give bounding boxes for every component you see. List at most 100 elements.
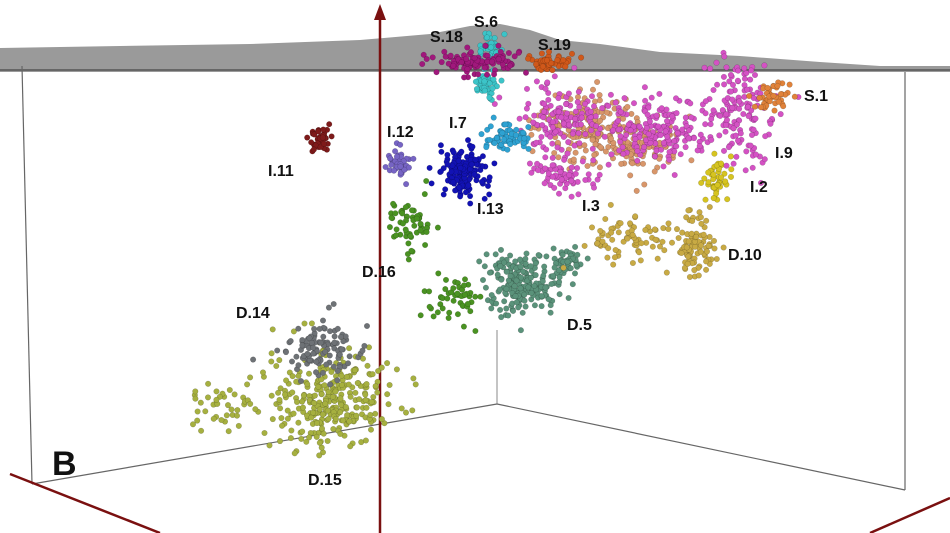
data-point <box>705 179 712 186</box>
data-point <box>225 428 232 435</box>
data-point <box>231 391 238 398</box>
data-point <box>472 293 479 300</box>
data-point <box>564 150 571 157</box>
scatter-points <box>189 30 802 459</box>
data-point <box>290 410 297 417</box>
data-point <box>454 290 461 297</box>
data-point <box>572 149 579 156</box>
data-point <box>697 242 704 249</box>
data-point <box>226 386 233 394</box>
data-point <box>320 333 327 340</box>
data-point <box>658 146 665 153</box>
data-point <box>511 53 518 60</box>
data-point <box>621 95 628 102</box>
data-point <box>762 133 769 140</box>
data-point <box>493 134 500 142</box>
data-point <box>574 165 581 172</box>
data-point <box>746 92 753 100</box>
data-point <box>192 395 199 402</box>
data-point <box>503 268 510 275</box>
data-point <box>735 67 742 74</box>
data-point <box>363 381 370 388</box>
data-point <box>438 59 445 66</box>
data-point <box>476 258 483 265</box>
data-point <box>295 372 302 379</box>
data-point <box>791 93 798 100</box>
data-point <box>382 163 389 171</box>
data-point <box>481 195 488 202</box>
data-point <box>318 376 325 383</box>
data-point <box>410 375 417 382</box>
data-point <box>626 220 634 227</box>
data-point <box>703 266 710 273</box>
data-point <box>588 93 596 100</box>
data-point <box>710 171 717 178</box>
data-point <box>636 249 643 256</box>
data-point <box>194 417 201 424</box>
data-point <box>276 438 284 445</box>
data-point <box>757 179 765 186</box>
data-point <box>581 142 588 149</box>
data-point <box>530 119 537 126</box>
data-point <box>291 450 298 457</box>
data-point <box>561 156 568 163</box>
data-point <box>756 94 763 101</box>
data-point <box>213 396 220 403</box>
data-point <box>686 273 693 281</box>
data-point <box>338 372 345 379</box>
data-point <box>408 207 416 214</box>
data-point <box>702 121 709 128</box>
data-point <box>560 120 567 127</box>
data-point <box>629 160 636 167</box>
data-point <box>457 193 464 200</box>
data-point <box>610 127 617 134</box>
data-point <box>421 191 428 198</box>
data-point <box>483 71 491 78</box>
data-point <box>683 244 690 251</box>
data-point <box>481 87 488 94</box>
data-point <box>608 229 615 236</box>
data-point <box>197 399 204 406</box>
data-point <box>269 326 276 333</box>
data-point <box>547 133 554 140</box>
data-point <box>596 164 603 171</box>
data-point <box>639 160 647 167</box>
data-point <box>324 437 331 445</box>
data-point <box>310 146 317 153</box>
data-point <box>266 442 273 449</box>
data-point <box>320 430 327 437</box>
data-point <box>483 144 490 151</box>
data-point <box>490 114 497 121</box>
data-point <box>560 57 567 64</box>
data-point <box>523 105 530 112</box>
data-point <box>545 170 552 177</box>
data-point <box>542 154 549 161</box>
data-point <box>276 357 283 364</box>
data-point <box>562 63 569 70</box>
data-point <box>517 327 524 334</box>
data-point <box>761 62 768 69</box>
data-point <box>334 325 341 332</box>
data-point <box>340 417 347 424</box>
data-point <box>321 382 328 389</box>
cluster-label: I.2 <box>750 179 768 196</box>
data-point <box>589 86 597 93</box>
data-point <box>589 136 596 143</box>
data-point <box>713 255 720 263</box>
data-point <box>318 425 326 432</box>
data-point <box>584 162 591 170</box>
data-point <box>497 246 505 253</box>
data-point <box>729 81 737 88</box>
data-point <box>311 131 318 138</box>
data-point <box>632 136 639 143</box>
cluster-label: I.13 <box>477 201 504 218</box>
data-point <box>577 121 585 128</box>
data-point <box>503 305 510 312</box>
data-point <box>523 85 531 92</box>
data-point <box>605 161 612 168</box>
data-point <box>405 240 412 247</box>
data-point <box>599 238 606 245</box>
data-point <box>450 62 457 69</box>
data-point <box>363 404 370 411</box>
data-point <box>520 129 527 136</box>
